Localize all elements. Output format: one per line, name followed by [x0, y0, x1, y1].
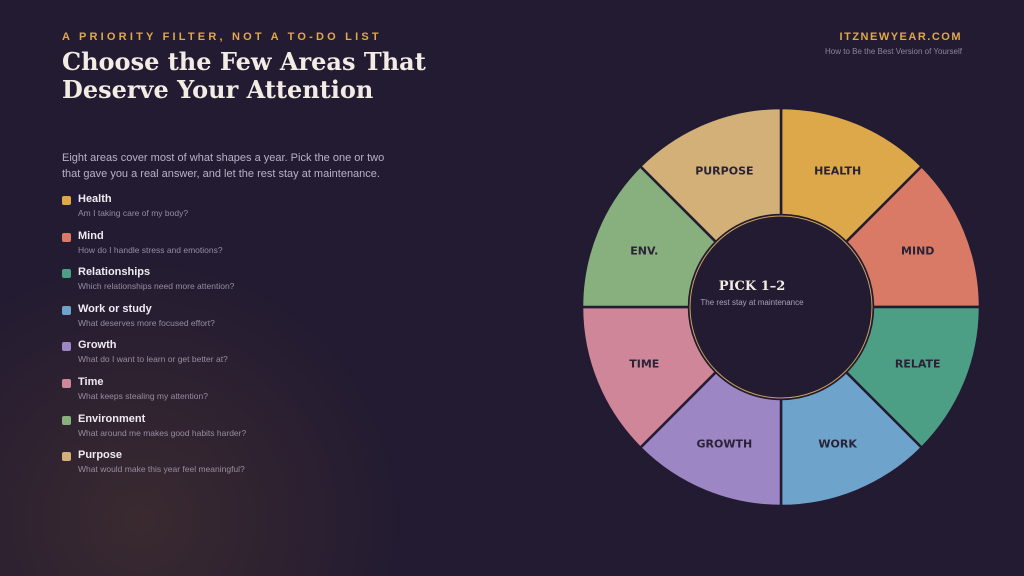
title: Choose the Few Areas That Deserve Your At… — [62, 48, 426, 104]
area-name: Purpose — [78, 449, 123, 462]
wheel-segment — [638, 106, 783, 244]
area-name: Relationships — [78, 266, 151, 279]
segment-label: MIND — [901, 244, 934, 257]
center-subtitle: The rest stay at maintenance — [700, 298, 804, 307]
area-question: Am I taking care of my body? — [78, 208, 189, 218]
title-line: Deserve Your Attention — [62, 75, 374, 104]
intro-line: Eight areas cover most of what shapes a … — [62, 152, 385, 164]
swatch — [62, 305, 71, 315]
segment-label: RELATE — [895, 358, 941, 371]
area-question: What deserves more focused effort? — [78, 317, 215, 328]
area-name: Health — [78, 193, 112, 205]
segment-label: TIME — [629, 358, 659, 371]
segment-label: HEALTH — [814, 164, 861, 177]
area-question: What keeps stealing my attention? — [78, 391, 208, 401]
swatch — [62, 196, 71, 205]
tagline: How to Be the Best Version of Yourself — [825, 47, 962, 56]
swatch — [62, 415, 71, 425]
area-name: Growth — [78, 339, 117, 352]
center-title: PICK 1–2 — [719, 279, 786, 294]
kicker: A PRIORITY FILTER, NOT A TO-DO LIST — [62, 31, 382, 43]
segment-label: GROWTH — [697, 438, 753, 451]
segment-label: WORK — [818, 438, 857, 451]
intro: Eight areas cover most of what shapes a … — [62, 150, 384, 182]
site-name[interactable]: ITZNEWYEAR.COM — [839, 31, 962, 43]
area-name: Time — [78, 376, 104, 388]
area-question: Which relationships need more attention? — [78, 281, 235, 292]
wheel-center — [689, 215, 873, 399]
area-question: What do I want to learn or get better at… — [78, 354, 228, 365]
swatch — [62, 342, 71, 352]
intro-line: that gave you a real answer, and let the… — [62, 168, 380, 180]
area-name: Mind — [78, 229, 104, 242]
swatch — [62, 379, 71, 388]
area-name: Environment — [78, 412, 146, 425]
title-line: Choose the Few Areas That — [62, 47, 426, 76]
area-question: What would make this year feel meaningfu… — [78, 464, 245, 475]
segment-label: PURPOSE — [695, 164, 753, 177]
area-name: Work or study — [78, 302, 152, 315]
area-question: What around me makes good habits harder? — [78, 427, 247, 438]
swatch — [62, 232, 71, 242]
swatch — [62, 269, 71, 279]
swatch — [62, 452, 71, 462]
area-question: How do I handle stress and emotions? — [78, 244, 223, 255]
segment-label: ENV. — [630, 244, 658, 257]
